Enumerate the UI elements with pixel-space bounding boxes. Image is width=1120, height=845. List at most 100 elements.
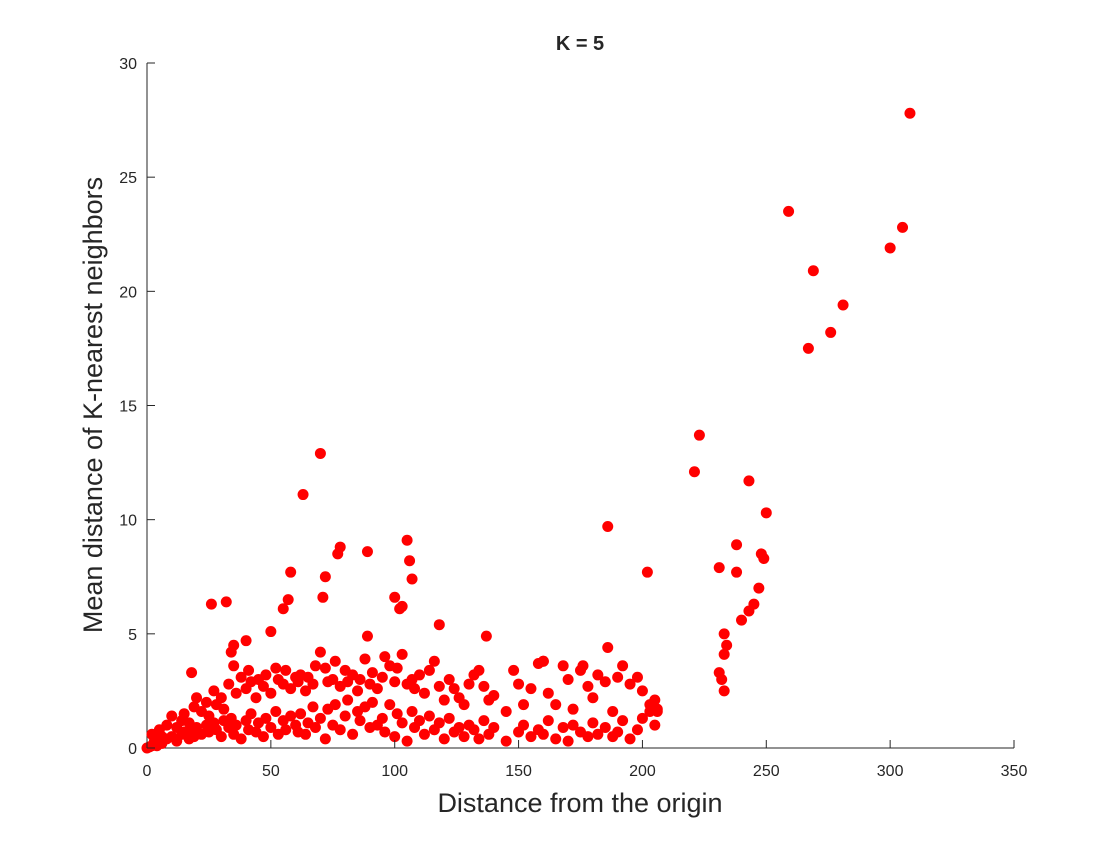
point <box>240 635 252 647</box>
point <box>178 708 190 720</box>
y-tick-label: 25 <box>119 170 137 187</box>
point <box>307 701 319 713</box>
point <box>332 548 344 560</box>
point <box>309 660 321 672</box>
point <box>314 447 326 459</box>
y-axis-label: Mean distance of K-nearest neighbors <box>78 177 108 633</box>
point <box>716 674 728 685</box>
point <box>478 715 490 727</box>
y-tick-label: 5 <box>128 627 137 644</box>
point <box>631 724 643 736</box>
point <box>463 678 475 690</box>
point <box>718 628 730 640</box>
point <box>404 555 416 567</box>
point <box>636 712 648 724</box>
point <box>314 646 326 658</box>
point <box>617 715 629 727</box>
point <box>218 703 230 715</box>
point <box>518 719 530 731</box>
point <box>396 717 408 729</box>
point <box>550 699 562 711</box>
point <box>406 573 418 585</box>
point <box>391 708 403 720</box>
point <box>713 562 725 574</box>
x-tick-label: 150 <box>505 763 532 780</box>
point <box>384 699 396 711</box>
point <box>235 733 247 745</box>
x-tick-label: 300 <box>877 763 904 780</box>
point <box>166 710 178 722</box>
point <box>587 717 599 729</box>
point <box>636 685 648 697</box>
point <box>428 655 440 667</box>
point <box>617 660 629 672</box>
point <box>260 712 272 724</box>
point <box>359 653 371 665</box>
point <box>223 678 235 690</box>
point <box>366 667 378 679</box>
y-tick-label: 30 <box>119 56 137 73</box>
point <box>379 651 391 663</box>
point <box>473 664 485 676</box>
point <box>396 648 408 660</box>
point <box>693 429 705 441</box>
point <box>228 660 240 672</box>
point <box>562 674 574 685</box>
point <box>260 669 272 681</box>
point <box>599 721 611 733</box>
point <box>379 726 391 738</box>
point <box>282 594 294 606</box>
point <box>473 733 485 745</box>
point <box>376 671 388 683</box>
point <box>641 566 653 578</box>
point <box>612 726 624 738</box>
point <box>280 664 292 676</box>
point <box>599 676 611 688</box>
point <box>208 685 220 697</box>
y-tick-label: 20 <box>119 284 137 301</box>
point <box>592 669 604 681</box>
point <box>285 683 297 695</box>
point <box>607 705 619 717</box>
point <box>329 655 341 667</box>
point <box>230 719 242 731</box>
point <box>567 719 579 731</box>
point <box>760 507 772 519</box>
point <box>327 674 339 685</box>
point <box>418 687 430 699</box>
y-tick-label: 0 <box>128 741 137 758</box>
point <box>205 598 217 610</box>
point <box>443 712 455 724</box>
point <box>329 699 341 711</box>
point <box>557 660 569 672</box>
point <box>602 521 614 533</box>
point <box>602 642 614 654</box>
point <box>592 728 604 740</box>
y-tick-label: 10 <box>119 513 137 530</box>
point <box>500 735 512 747</box>
point <box>265 721 277 733</box>
point <box>582 680 594 692</box>
point <box>433 680 445 692</box>
point <box>354 715 366 727</box>
point <box>389 731 401 743</box>
point <box>478 680 490 692</box>
point <box>418 728 430 740</box>
point <box>688 466 700 478</box>
point <box>802 342 814 354</box>
point <box>480 630 492 642</box>
point <box>361 546 373 558</box>
point <box>649 719 661 731</box>
x-tick-label: 100 <box>381 763 408 780</box>
point <box>718 685 730 697</box>
point <box>884 242 896 254</box>
point <box>448 683 460 695</box>
point <box>215 731 227 743</box>
x-tick-label: 250 <box>753 763 780 780</box>
point <box>300 685 312 697</box>
x-tick-label: 350 <box>1001 763 1028 780</box>
point <box>542 715 554 727</box>
point <box>245 708 257 720</box>
point <box>736 614 748 626</box>
point <box>389 591 401 603</box>
